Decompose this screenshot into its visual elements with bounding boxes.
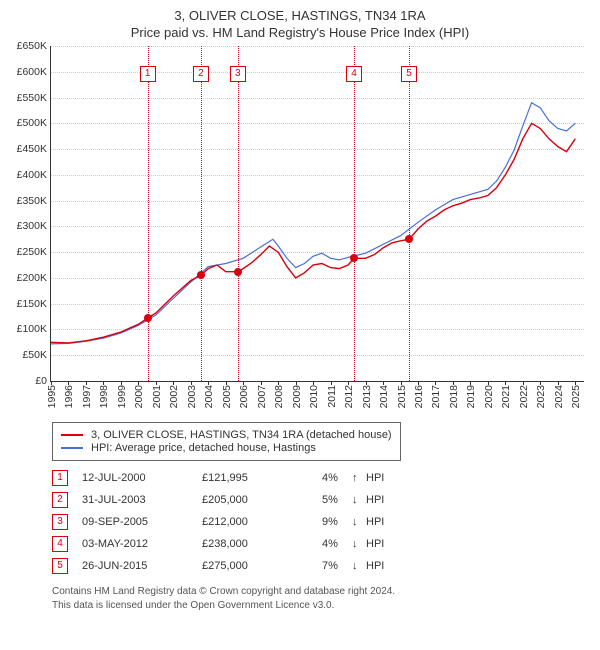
event-pct: 7% [322,560,352,572]
event-pct: 5% [322,494,352,506]
event-row-flag: 4 [52,536,68,552]
event-date: 03-MAY-2012 [82,538,202,550]
event-line [409,46,410,381]
arrow-up-icon: ↑ [352,472,366,484]
event-note: HPI [366,516,406,528]
event-price: £238,000 [202,538,322,550]
event-row-flag: 3 [52,514,68,530]
legend-swatch [61,434,83,436]
arrow-down-icon: ↓ [352,560,366,572]
event-date: 12-JUL-2000 [82,472,202,484]
event-date: 09-SEP-2005 [82,516,202,528]
legend-label: HPI: Average price, detached house, Hast… [91,442,316,454]
event-line [201,46,202,381]
event-pct: 9% [322,516,352,528]
event-row: 4 03-MAY-2012£238,0004%↓HPI [52,533,588,555]
event-row-flag: 1 [52,470,68,486]
legend-row: HPI: Average price, detached house, Hast… [61,442,392,454]
event-price: £212,000 [202,516,322,528]
event-pct: 4% [322,538,352,550]
plot-area: £0£50K£100K£150K£200K£250K£300K£350K£400… [50,46,584,382]
event-marker [144,314,152,322]
event-line [238,46,239,381]
footer-line-2: This data is licensed under the Open Gov… [52,599,588,613]
event-price: £121,995 [202,472,322,484]
event-row: 5 26-JUN-2015£275,0007%↓HPI [52,555,588,577]
legend-row: 3, OLIVER CLOSE, HASTINGS, TN34 1RA (det… [61,429,392,441]
event-note: HPI [366,472,406,484]
event-flag: 1 [140,66,156,82]
series-price_paid [51,123,575,343]
legend-label: 3, OLIVER CLOSE, HASTINGS, TN34 1RA (det… [91,429,392,441]
event-row: 2 31-JUL-2003£205,0005%↓HPI [52,489,588,511]
legend-swatch [61,447,83,449]
event-note: HPI [366,494,406,506]
event-row-flag: 5 [52,558,68,574]
page-subtitle: Price paid vs. HM Land Registry's House … [12,25,588,40]
event-note: HPI [366,560,406,572]
event-row: 1 12-JUL-2000£121,9954%↑HPI [52,467,588,489]
event-date: 26-JUN-2015 [82,560,202,572]
events-table: 112-JUL-2000£121,9954%↑HPI231-JUL-2003£2… [52,467,588,577]
series-svg [51,46,584,381]
event-marker [350,254,358,262]
event-flag: 5 [401,66,417,82]
x-tick-label: 2025 [570,385,600,408]
event-date: 31-JUL-2003 [82,494,202,506]
chart-page: 3, OLIVER CLOSE, HASTINGS, TN34 1RA Pric… [0,0,600,650]
arrow-down-icon: ↓ [352,538,366,550]
event-row-flag: 2 [52,492,68,508]
legend-box: 3, OLIVER CLOSE, HASTINGS, TN34 1RA (det… [52,422,401,461]
event-price: £205,000 [202,494,322,506]
event-price: £275,000 [202,560,322,572]
footer-attribution: Contains HM Land Registry data © Crown c… [52,585,588,612]
event-line [354,46,355,381]
arrow-down-icon: ↓ [352,494,366,506]
event-flag: 4 [346,66,362,82]
event-pct: 4% [322,472,352,484]
event-note: HPI [366,538,406,550]
event-row: 3 09-SEP-2005£212,0009%↓HPI [52,511,588,533]
event-marker [197,271,205,279]
series-hpi [51,103,575,344]
event-flag: 3 [230,66,246,82]
event-line [148,46,149,381]
event-flag: 2 [193,66,209,82]
arrow-down-icon: ↓ [352,516,366,528]
footer-line-1: Contains HM Land Registry data © Crown c… [52,585,588,599]
chart-area: £0£50K£100K£150K£200K£250K£300K£350K£400… [50,46,584,416]
event-marker [405,235,413,243]
page-title: 3, OLIVER CLOSE, HASTINGS, TN34 1RA [12,8,588,23]
event-marker [234,268,242,276]
